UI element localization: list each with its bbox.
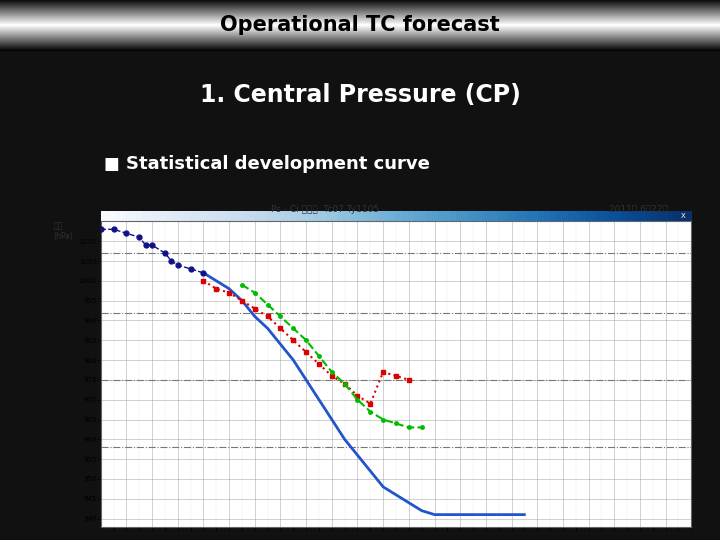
Text: Statistical development curve: Statistical development curve	[126, 155, 430, 173]
Text: Ps - Ci 変化図  Tc07 Ty1105: Ps - Ci 変化図 Tc07 Ty1105	[271, 205, 379, 214]
Text: ■: ■	[104, 155, 120, 173]
Text: X: X	[680, 213, 685, 219]
Text: 1. Central Pressure (CP): 1. Central Pressure (CP)	[199, 83, 521, 106]
Text: Operational TC forecast: Operational TC forecast	[220, 15, 500, 35]
Text: 気圧
(hPa): 気圧 (hPa)	[53, 221, 73, 241]
Text: Ps-Ci: Ps-Ci	[109, 213, 127, 219]
Text: 2011年 6月22日: 2011年 6月22日	[608, 205, 667, 214]
